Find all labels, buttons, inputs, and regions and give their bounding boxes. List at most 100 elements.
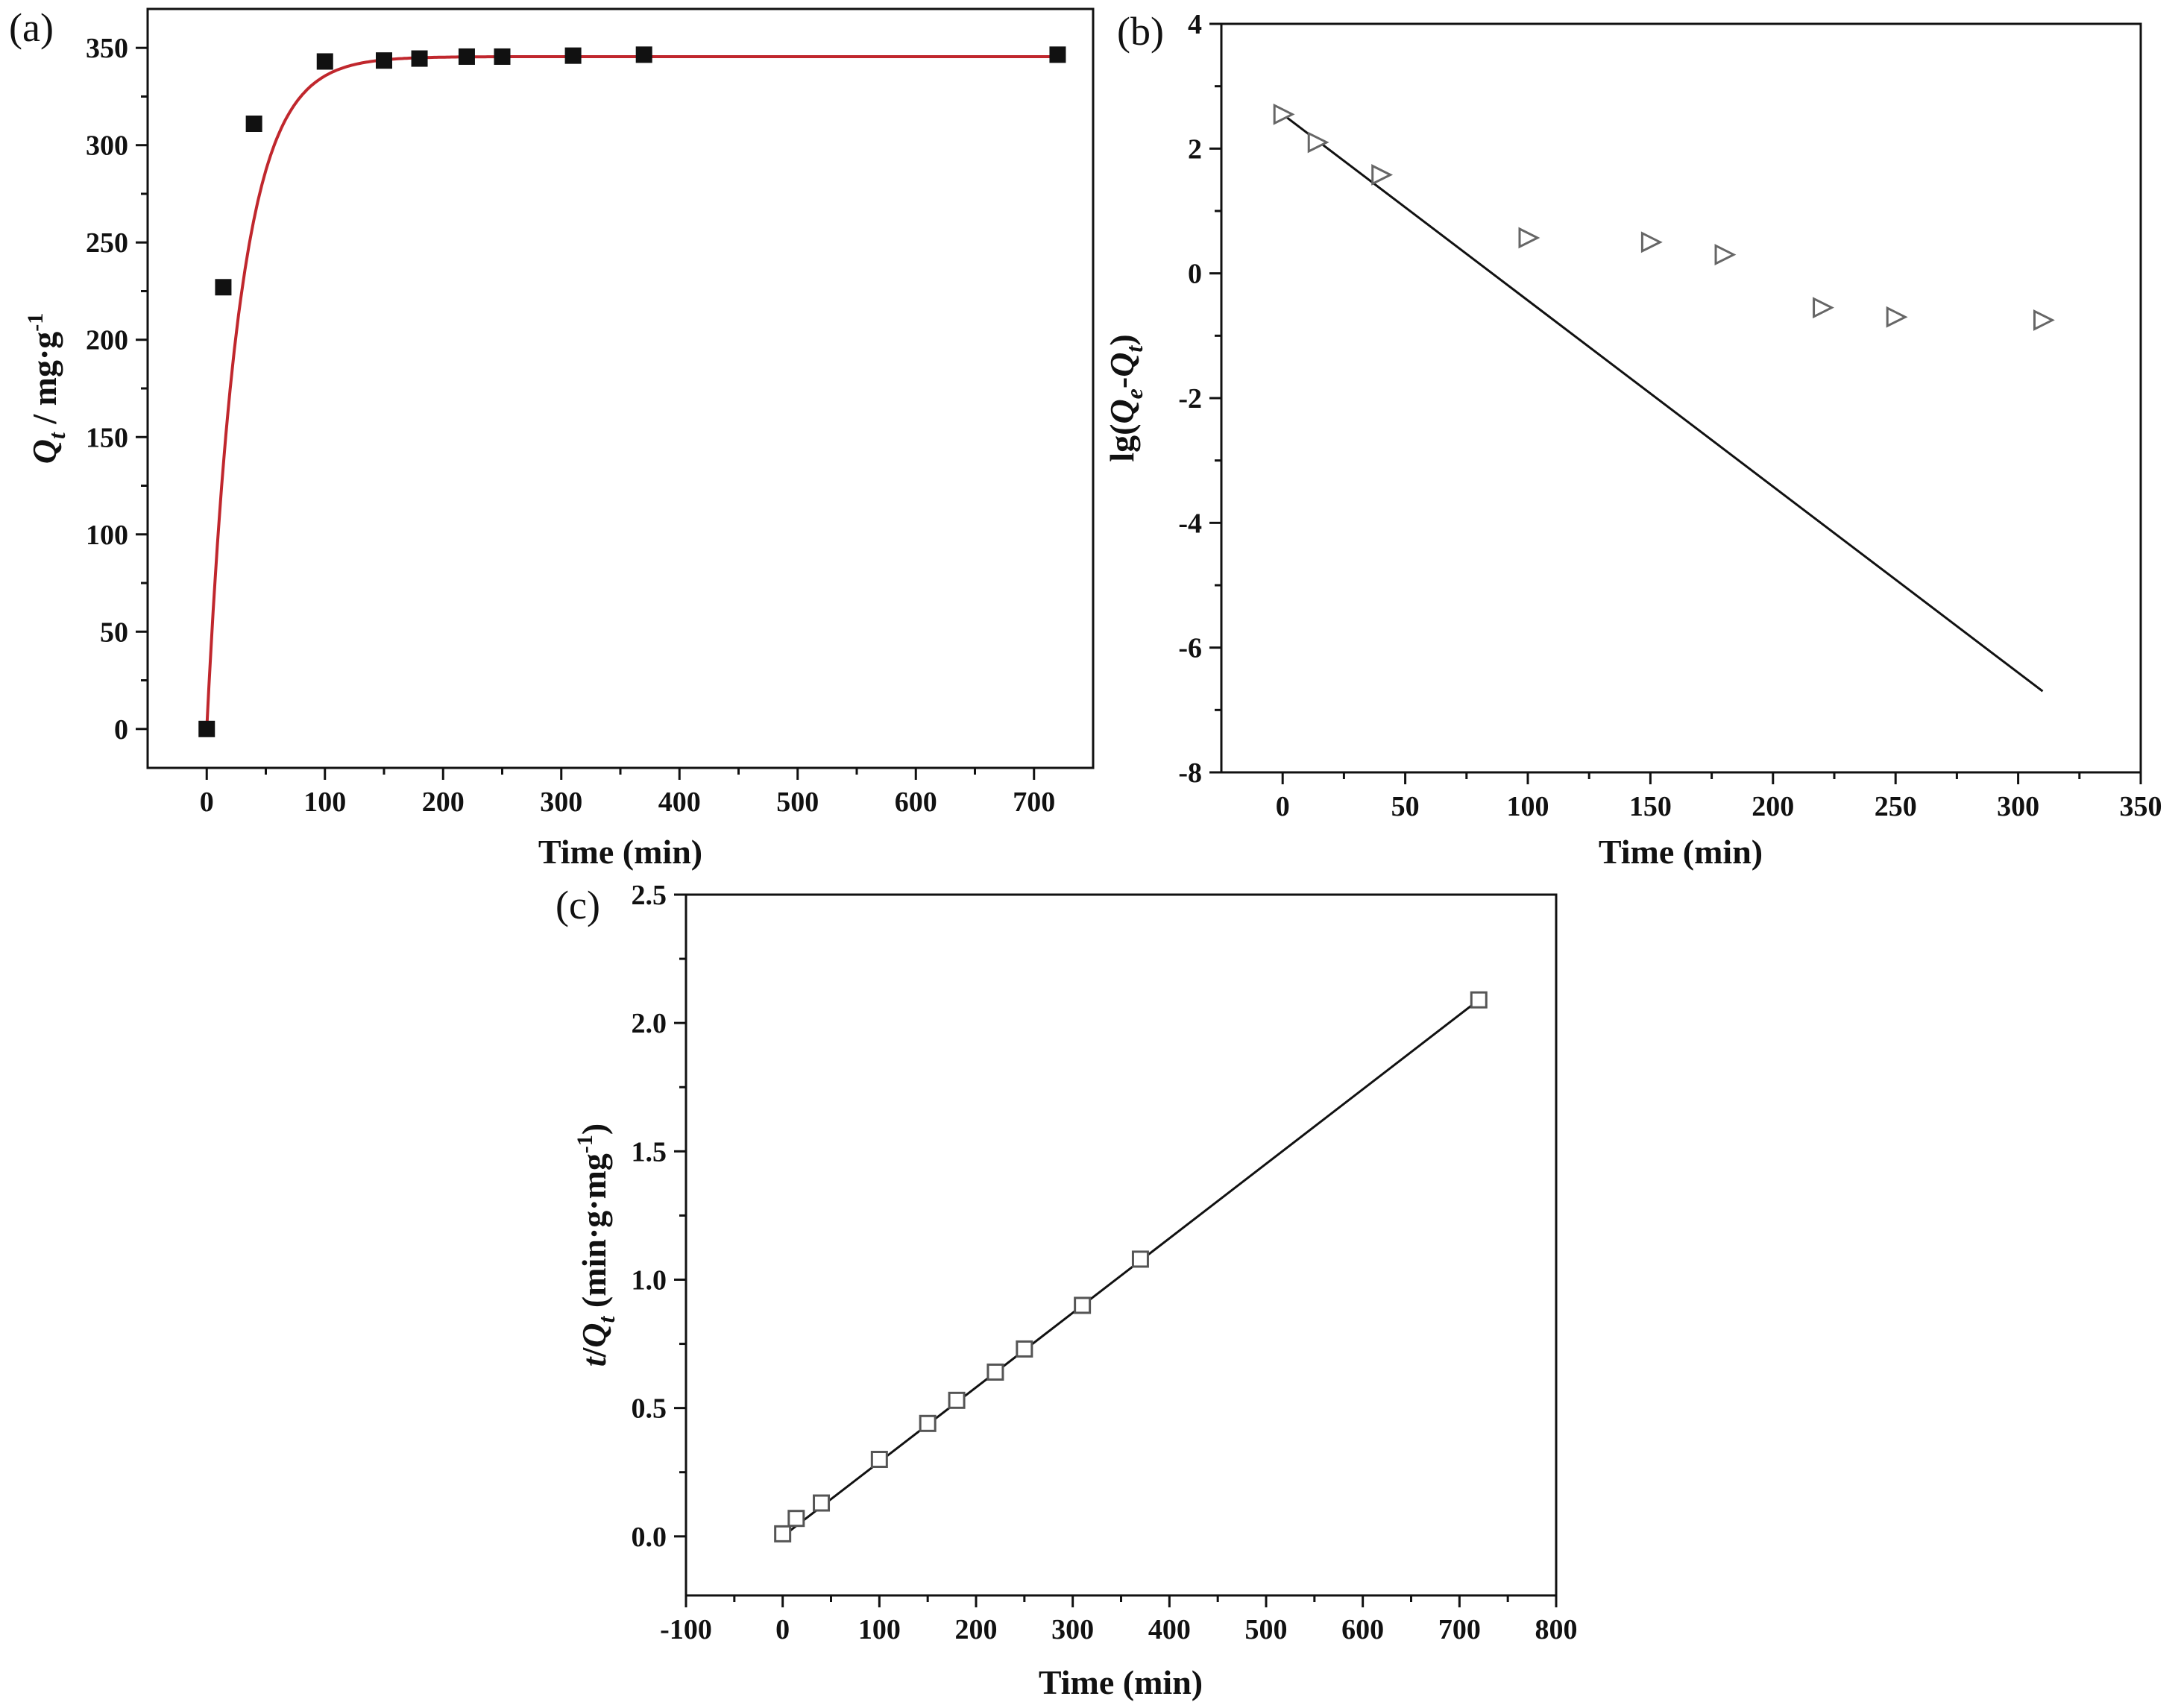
panel-c-x-axis-title: Time (min) xyxy=(1039,1663,1203,1701)
panel-a-x-tick-label: 100 xyxy=(303,787,346,818)
panel-a-y-tick-label: 50 xyxy=(100,617,128,648)
panel-b-y-tick-label: -4 xyxy=(1178,508,1202,539)
panel-c-data-point xyxy=(1074,1296,1092,1314)
panel-b-y-tick-label: -8 xyxy=(1178,757,1202,789)
panel-c-ylabel-unit: (min·g·mg xyxy=(575,1153,613,1317)
panel-c-y-tick-label: 1.5 xyxy=(632,1136,667,1167)
panel-b-data-point xyxy=(1371,164,1394,186)
panel-b-x-tick-label: 250 xyxy=(1875,791,1917,822)
panel-a-label: (a) xyxy=(9,5,54,50)
panel-a-x-tick-label: 400 xyxy=(658,787,701,818)
panel-a-ylabel-q: Q xyxy=(25,439,63,464)
panel-b-data-point xyxy=(1273,103,1295,125)
panel-a-x-tick-label: 300 xyxy=(540,787,582,818)
panel-b-fit xyxy=(1282,113,2044,693)
panel-a-y-tick-label: 100 xyxy=(86,520,128,551)
panel-b-chart: (b) 0 50 100 150 200 250 300 350 -8 -6 -4 -2 0 2 4 Tim… xyxy=(1103,9,2162,871)
panel-a-data-point xyxy=(1049,46,1066,63)
panel-a-x-tick-label: 0 xyxy=(200,787,214,818)
panel-a-x-tick-label: 600 xyxy=(895,787,937,818)
panel-b-y-tick-label: -2 xyxy=(1178,383,1202,415)
panel-c-fit-line xyxy=(781,998,1480,1537)
panel-c-x-tick-label: 0 xyxy=(775,1614,790,1645)
panel-c-data-point xyxy=(787,1510,805,1528)
panel-b-ylabel-close: ) xyxy=(1103,334,1141,345)
panel-a-x-tick-label: 500 xyxy=(776,787,819,818)
panel-a-y-tick-label: 150 xyxy=(86,422,128,453)
panel-b-ylabel-prefix: lg( xyxy=(1103,424,1141,462)
panel-c-y-axis-title: t/Qt (min·g·mg-1) xyxy=(573,1124,620,1367)
panel-c-data-point xyxy=(813,1494,831,1512)
panel-c-label: (c) xyxy=(556,883,600,927)
panel-b-x-tick-label: 50 xyxy=(1391,791,1420,822)
panel-b-label: (b) xyxy=(1117,9,1164,54)
panel-a-ylabel-sub-t: t xyxy=(43,432,70,439)
panel-a-y-tick-label: 200 xyxy=(86,325,128,356)
panel-a-y-tick-label: 350 xyxy=(86,33,128,64)
panel-a-fit xyxy=(205,55,1058,729)
panel-b-data-point xyxy=(1640,231,1663,253)
panel-b-ylabel-q1: Q xyxy=(1103,399,1141,423)
panel-c-ylabel-close: ) xyxy=(575,1124,613,1135)
panel-b-data-point xyxy=(2033,309,2055,331)
panel-b-ticks: 0 50 100 150 200 250 300 350 -8 -6 -4 -2 0 2 4 xyxy=(1178,9,2162,822)
panel-c-ylabel-sub-t: t xyxy=(593,1315,620,1323)
panel-a-ticks: 0 100 200 300 400 500 600 700 0 50 100 150 200 250 300… xyxy=(86,33,1055,818)
panel-b-data-point xyxy=(1307,131,1329,154)
panel-a-y-axis-title: Qt / mg·g-1 xyxy=(23,313,70,464)
panel-c-data-point xyxy=(948,1391,966,1409)
panel-b-x-tick-label: 350 xyxy=(2120,791,2162,822)
panel-c-data-point xyxy=(1016,1340,1033,1358)
panel-c-data-point xyxy=(1470,991,1488,1009)
panel-c-y-tick-label: 1.0 xyxy=(632,1264,667,1296)
panel-b-y-tick-label: 0 xyxy=(1188,259,1202,290)
panel-a-x-tick-label: 200 xyxy=(422,787,465,818)
panel-c-data-point xyxy=(870,1451,888,1469)
panel-b-x-tick-label: 200 xyxy=(1752,791,1794,822)
panel-c-chart: (c) -100 0 100 200 300 400 500 600 700 800 0.0 0.5 1… xyxy=(556,880,1578,1701)
panel-a-data-point xyxy=(494,48,511,65)
panel-c-data-point xyxy=(919,1414,937,1432)
panel-c-x-tick-label: 400 xyxy=(1148,1614,1191,1645)
panel-c-ticks: -100 0 100 200 300 400 500 600 700 800 0.0 0.5 1.0 1.… xyxy=(632,880,1578,1645)
panel-b-y-axis-title: lg(Qe-Qt) xyxy=(1103,334,1148,461)
panel-a-data-point xyxy=(564,47,582,64)
panel-b-data-point xyxy=(1714,244,1737,265)
panel-b-ylabel-q2: Q xyxy=(1103,353,1141,377)
panel-a-x-axis-title: Time (min) xyxy=(538,833,702,871)
panel-c-data-point xyxy=(774,1525,792,1542)
panel-c-data-point xyxy=(1131,1250,1149,1268)
panel-a-data-point xyxy=(458,48,475,65)
panel-b-data-point xyxy=(1886,306,1908,328)
panel-a-y-tick-label: 0 xyxy=(114,714,128,746)
panel-a-fit-curve xyxy=(205,55,1058,729)
panel-c-x-tick-label: 700 xyxy=(1438,1614,1481,1645)
panel-c-x-tick-label: -100 xyxy=(660,1614,712,1645)
panel-b-ylabel-minus: - xyxy=(1103,377,1141,388)
panel-a-data-point xyxy=(635,46,652,63)
panel-a-data-point xyxy=(198,720,215,737)
panel-a-chart: (a) 0 100 200 300 400 500 600 700 0 50 100 150 200 25… xyxy=(9,5,1095,871)
panel-a-x-tick-label: 700 xyxy=(1013,787,1055,818)
panel-b-data-point xyxy=(1813,297,1834,319)
panel-b-x-tick-label: 300 xyxy=(1997,791,2039,822)
panel-c-y-tick-label: 0.0 xyxy=(632,1522,667,1553)
panel-b-ylabel-sub-t: t xyxy=(1121,345,1148,353)
panel-a-data-point xyxy=(316,53,333,70)
panel-c-ylabel-slash: / xyxy=(575,1346,613,1358)
panel-c-x-tick-label: 600 xyxy=(1341,1614,1384,1645)
panel-b-points xyxy=(1273,103,2055,331)
panel-b-x-axis-title: Time (min) xyxy=(1599,833,1763,871)
panel-c-x-tick-label: 500 xyxy=(1245,1614,1288,1645)
panel-c-y-tick-label: 2.5 xyxy=(632,880,667,911)
panel-a-ylabel-sup: -1 xyxy=(23,313,48,332)
panel-b-y-tick-label: 2 xyxy=(1188,133,1202,165)
panel-c-y-tick-label: 2.0 xyxy=(632,1008,667,1039)
panel-c-fit xyxy=(781,998,1480,1537)
panel-b-fit-line xyxy=(1282,113,2044,693)
panel-c-ylabel-t: t xyxy=(575,1356,613,1367)
panel-b-x-tick-label: 100 xyxy=(1507,791,1549,822)
panel-b-y-tick-label: -6 xyxy=(1178,633,1202,664)
